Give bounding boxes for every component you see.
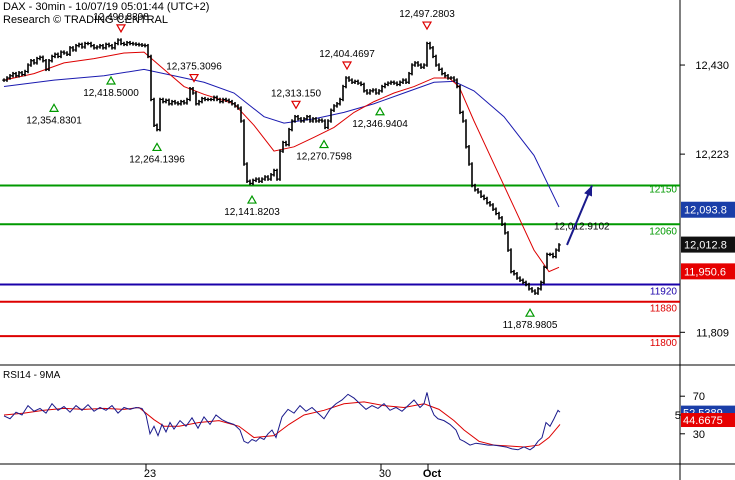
rsi-tag-box [681, 413, 735, 428]
level-label-11880: 11880 [650, 304, 678, 315]
rsi-tick-label: 70 [693, 391, 705, 403]
time-tick-label: 23 [144, 468, 156, 480]
pivot-low-label: 12,141.8203 [224, 207, 280, 218]
pivot-low-marker [105, 75, 117, 85]
price-tag-label: 11,950.6 [684, 266, 726, 278]
pivot-low-label: 12,270.7598 [296, 152, 352, 163]
level-label-11920: 11920 [650, 287, 678, 298]
forecast-arrow-shaft [566, 185, 593, 246]
pivot-high-marker [115, 24, 127, 34]
price-tick-label: 12,223 [695, 149, 729, 161]
time-tick-label: Oct [423, 468, 442, 480]
rsi-tag-label: 44.6675 [683, 415, 723, 427]
pivot-low-marker [48, 103, 60, 112]
level-label-12150: 12150 [649, 185, 677, 196]
rsi-ma-line [3, 401, 561, 448]
pivot-high-label: 12,375.3096 [166, 62, 222, 73]
rsi-line [3, 392, 561, 451]
pivot-high-label: 12,404.4697 [319, 49, 375, 60]
level-label-12060: 12060 [649, 226, 677, 237]
price-tick-label: 11,809 [696, 327, 729, 339]
pivot-high-marker [290, 100, 302, 110]
pivot-low-label: 12,354.8301 [26, 115, 82, 126]
chart-header-credit: Research © TRADING CENTRAL [3, 14, 168, 26]
pivot-low-marker [374, 106, 386, 116]
pivot-low-marker [318, 139, 330, 149]
forecast-arrow-head [584, 185, 593, 197]
rsi-panel-title: RSI14 - 9MA [3, 370, 61, 381]
price-tag-box [681, 236, 735, 253]
pivot-high-marker [341, 61, 353, 71]
current-price-label: 12,012.9102 [554, 222, 610, 233]
chart-header-title: DAX - 30min - 10/07/19 05:01:44 (UTC+2) [3, 1, 210, 13]
pivot-low-label: 12,346.9404 [352, 119, 408, 130]
level-label-11800: 11800 [650, 338, 678, 349]
pivot-low-marker [246, 194, 258, 204]
pivot-low-label: 12,418.5000 [83, 88, 139, 99]
price-tag-box [681, 263, 735, 280]
pivot-high-label: 12,490.8398 [93, 12, 149, 23]
pivot-high-marker [188, 73, 200, 83]
pivot-high-label: 12,497.2803 [399, 9, 455, 20]
rsi-tick-label: 30 [693, 429, 705, 441]
pivot-high-label: 12,313.150 [271, 88, 321, 99]
pivot-low-label: 12,264.1396 [129, 154, 185, 165]
ma-fast-line [3, 51, 560, 273]
time-tick-label: 30 [379, 468, 391, 480]
price-tick-label: 12,430 [695, 60, 729, 72]
price-tag-label: 12,012.8 [684, 240, 727, 252]
pivot-high-marker [421, 21, 433, 31]
price-tag-label: 12,093.8 [684, 205, 727, 217]
pivot-low-label: 11,878.9805 [503, 320, 558, 331]
pivot-low-marker [524, 307, 536, 317]
price-tag-box [681, 201, 735, 218]
pivot-low-marker [151, 142, 163, 152]
